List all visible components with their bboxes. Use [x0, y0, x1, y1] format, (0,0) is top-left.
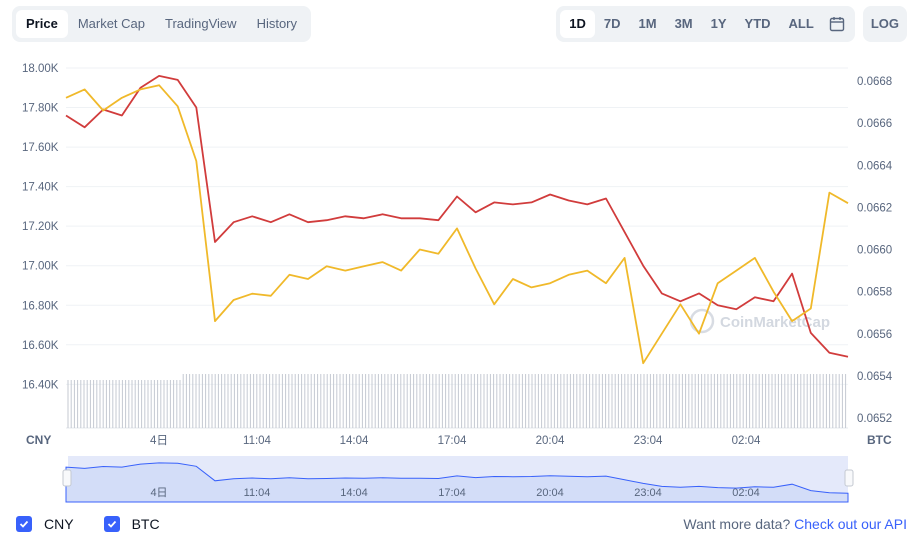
left-tick-label: 16.60K — [22, 340, 59, 352]
range-navigator[interactable]: 4日 11:04 14:04 17:04 20:04 23:04 02:04 — [62, 456, 854, 503]
legend-cny-label: CNY — [44, 516, 74, 532]
view-tabs: Price Market Cap TradingView History — [12, 6, 312, 42]
x-tick-label: 11:04 — [243, 435, 272, 447]
gridlines — [66, 67, 848, 429]
calendar-icon[interactable] — [823, 10, 851, 38]
legend-cny[interactable]: CNY — [16, 516, 74, 532]
tab-tradingview[interactable]: TradingView — [165, 16, 237, 31]
legend-btc-label: BTC — [131, 516, 160, 532]
watermark-text: CoinMarketCap — [720, 314, 830, 331]
x-tick-label: 4日 — [150, 435, 168, 447]
watermark: CoinMarketCap — [689, 308, 830, 334]
right-tick-label: 0.0656 — [857, 329, 892, 341]
check-icon — [107, 520, 116, 528]
navigator-ticks: 4日 11:04 14:04 17:04 20:04 23:04 02:04 — [150, 487, 759, 499]
navigator-tick-label: 20:04 — [536, 487, 564, 499]
navigator-selection — [68, 456, 848, 502]
range-ytd[interactable]: YTD — [744, 16, 771, 31]
check-icon — [19, 520, 29, 528]
left-tick-label: 18.00K — [22, 63, 59, 75]
right-tick-label: 0.0668 — [857, 76, 892, 88]
left-tick-label: 17.20K — [22, 221, 59, 233]
navigator-tick-label: 23:04 — [634, 487, 662, 499]
left-tick-label: 16.40K — [22, 379, 59, 391]
right-tick-label: 0.0658 — [857, 287, 892, 299]
x-tick-label: 17:04 — [438, 435, 467, 447]
range-7d[interactable]: 7D — [603, 16, 621, 31]
api-promo-text: Want more data? — [683, 516, 791, 532]
navigator-series — [65, 462, 849, 503]
tab-history[interactable]: History — [256, 16, 298, 31]
series-line-cny — [65, 75, 849, 358]
log-scale-button[interactable]: LOG — [862, 6, 907, 42]
range-controls: 1D 7D 1M 3M 1Y YTD ALL LOG — [556, 6, 907, 42]
left-tick-label: 17.00K — [22, 261, 59, 273]
checkbox-cny[interactable] — [16, 516, 32, 532]
range-3m[interactable]: 3M — [674, 16, 693, 31]
x-tick-label: 14:04 — [340, 435, 369, 447]
left-tick-label: 16.80K — [22, 300, 59, 312]
left-tick-label: 17.40K — [22, 182, 59, 194]
navigator-tick-label: 4日 — [150, 487, 167, 499]
navigator-tick-label: 11:04 — [244, 487, 271, 499]
left-tick-label: 17.80K — [22, 103, 59, 115]
x-tick-label: 02:04 — [732, 435, 761, 447]
right-tick-label: 0.0666 — [857, 118, 892, 130]
right-axis-label: BTC — [867, 433, 892, 447]
api-promo: Want more data? Check out our API — [683, 516, 907, 532]
left-tick-label: 17.60K — [22, 142, 59, 154]
right-tick-label: 0.0654 — [857, 371, 893, 383]
x-axis-ticks: 4日 11:04 14:04 17:04 20:04 23:04 02:04 — [150, 435, 761, 447]
right-axis-ticks: 0.0668 0.0666 0.0664 0.0662 0.0660 0.0658 0.06… — [857, 76, 893, 425]
x-tick-label: 20:04 — [536, 435, 565, 447]
range-1d[interactable]: 1D — [560, 10, 595, 38]
right-tick-label: 0.0664 — [857, 160, 893, 172]
range-1m[interactable]: 1M — [638, 16, 657, 31]
legend-btc[interactable]: BTC — [103, 516, 160, 532]
api-link[interactable]: Check out our API — [794, 516, 907, 532]
series-lines — [65, 75, 849, 365]
navigator-tick-label: 02:04 — [732, 487, 760, 499]
range-tabs: 1D 7D 1M 3M 1Y YTD ALL — [556, 6, 855, 42]
x-tick-label: 23:04 — [634, 435, 663, 447]
tab-market-cap[interactable]: Market Cap — [77, 16, 146, 31]
right-tick-label: 0.0662 — [857, 202, 892, 214]
navigator-right-handle[interactable] — [844, 469, 854, 487]
range-all[interactable]: ALL — [788, 16, 814, 31]
volume-bars — [67, 374, 847, 428]
checkbox-btc[interactable] — [103, 516, 120, 532]
legend: CNY BTC — [16, 516, 190, 532]
navigator-tick-label: 17:04 — [438, 487, 466, 499]
tab-price[interactable]: Price — [16, 10, 68, 38]
left-axis-label: CNY — [26, 433, 51, 447]
right-tick-label: 0.0660 — [857, 245, 892, 257]
series-line-btc — [65, 84, 849, 365]
navigator-left-handle[interactable] — [62, 469, 72, 487]
range-1y[interactable]: 1Y — [710, 16, 727, 31]
left-axis-ticks: 18.00K 17.80K 17.60K 17.40K 17.20K 17.00K 16.8… — [22, 63, 59, 391]
navigator-tick-label: 14:04 — [340, 487, 368, 499]
right-tick-label: 0.0652 — [857, 413, 892, 425]
coinmarketcap-logo-icon — [689, 308, 715, 334]
